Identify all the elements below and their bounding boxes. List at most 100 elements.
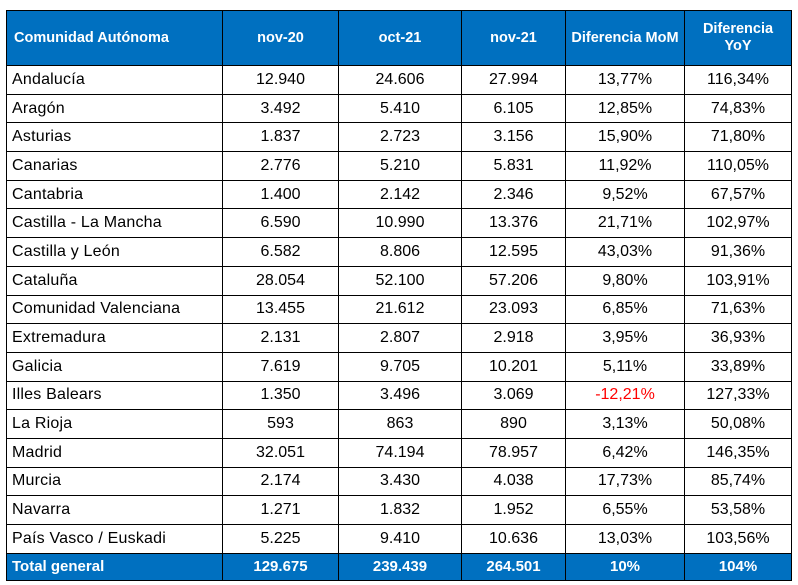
cell-diferencia-yoy: 127,33% [684,380,792,411]
total-nov-21: 264.501 [461,552,566,581]
cell-region: Castilla y León [6,237,223,267]
cell-nov-21: 6.105 [461,93,566,124]
cell-diferencia-mom: 5,11% [565,351,685,382]
cell-nov-21: 1.952 [461,495,566,525]
cell-diferencia-yoy: 36,93% [684,323,792,353]
cell-region: Cantabria [6,179,223,210]
cell-nov-20: 593 [222,409,339,439]
cell-diferencia-yoy: 103,91% [684,265,792,296]
cell-region: Illes Balears [6,380,223,411]
table-row: Madrid 32.051 74.194 78.957 6,42% 146,35% [6,437,792,468]
cell-nov-21: 2.346 [461,179,566,210]
table-row: Castilla y León 6.582 8.806 12.595 43,03% 91,… [6,237,792,267]
cell-oct-21: 2.142 [338,179,462,210]
cell-region: Andalucía [6,65,223,95]
total-diferencia-yoy: 104% [684,552,792,581]
table-row: Cantabria 1.400 2.142 2.346 9,52% 67,57% [6,179,792,210]
cell-diferencia-mom: 9,52% [565,179,685,210]
cell-region: Madrid [6,437,223,468]
total-row: Total general 129.675 239.439 264.501 10… [6,552,792,581]
cell-diferencia-mom: 3,13% [565,409,685,439]
cell-diferencia-yoy: 33,89% [684,351,792,382]
cell-diferencia-mom: 13,03% [565,524,685,554]
cell-region: Aragón [6,93,223,124]
cell-oct-21: 24.606 [338,65,462,95]
table-row: Aragón 3.492 5.410 6.105 12,85% 74,83% [6,93,792,124]
cell-diferencia-mom: 13,77% [565,65,685,95]
cell-oct-21: 8.806 [338,237,462,267]
cell-nov-20: 1.350 [222,380,339,411]
cell-nov-21: 5.831 [461,151,566,181]
cell-diferencia-yoy: 74,83% [684,93,792,124]
cell-diferencia-mom: 6,55% [565,495,685,525]
cell-oct-21: 3.430 [338,466,462,497]
cell-diferencia-yoy: 53,58% [684,495,792,525]
cell-oct-21: 863 [338,409,462,439]
cell-diferencia-yoy: 85,74% [684,466,792,497]
cell-diferencia-yoy: 91,36% [684,237,792,267]
cell-nov-20: 2.131 [222,323,339,353]
cell-diferencia-yoy: 71,80% [684,122,792,153]
table-row: Navarra 1.271 1.832 1.952 6,55% 53,58% [6,495,792,525]
header-nov-20: nov-20 [222,10,339,66]
table-row: Comunidad Valenciana 13.455 21.612 23.093 6,… [6,294,792,325]
cell-nov-21: 2.918 [461,323,566,353]
cell-oct-21: 2.723 [338,122,462,153]
cell-diferencia-mom: 15,90% [565,122,685,153]
cell-nov-21: 890 [461,409,566,439]
table-row: Illes Balears 1.350 3.496 3.069 -12,21% 127,3… [6,380,792,411]
cell-nov-21: 4.038 [461,466,566,497]
cell-nov-21: 57.206 [461,265,566,296]
cell-diferencia-yoy: 103,56% [684,524,792,554]
cell-oct-21: 9.705 [338,351,462,382]
cell-diferencia-yoy: 71,63% [684,294,792,325]
cell-nov-20: 12.940 [222,65,339,95]
cell-diferencia-mom: -12,21% [565,380,685,411]
cell-diferencia-mom: 17,73% [565,466,685,497]
cell-nov-20: 6.590 [222,208,339,239]
cell-oct-21: 74.194 [338,437,462,468]
cell-nov-20: 6.582 [222,237,339,267]
cell-nov-20: 32.051 [222,437,339,468]
cell-nov-20: 1.400 [222,179,339,210]
cell-diferencia-yoy: 116,34% [684,65,792,95]
cell-nov-21: 27.994 [461,65,566,95]
cell-region: Navarra [6,495,223,525]
cell-diferencia-mom: 9,80% [565,265,685,296]
cell-nov-21: 78.957 [461,437,566,468]
cell-nov-20: 7.619 [222,351,339,382]
table-body: Andalucía 12.940 24.606 27.994 13,77% 116,34%… [6,65,792,554]
cell-region: Galicia [6,351,223,382]
cell-diferencia-mom: 3,95% [565,323,685,353]
cell-diferencia-mom: 6,85% [565,294,685,325]
cell-diferencia-mom: 21,71% [565,208,685,239]
cell-nov-21: 10.201 [461,351,566,382]
table-row: La Rioja 593 863 890 3,13% 50,08% [6,409,792,439]
header-nov-21: nov-21 [461,10,566,66]
total-label: Total general [6,552,223,581]
cell-diferencia-mom: 6,42% [565,437,685,468]
total-diferencia-mom: 10% [565,552,685,581]
cell-diferencia-yoy: 146,35% [684,437,792,468]
cell-oct-21: 2.807 [338,323,462,353]
cell-nov-21: 10.636 [461,524,566,554]
cell-oct-21: 21.612 [338,294,462,325]
cell-nov-21: 3.156 [461,122,566,153]
table-row: País Vasco / Euskadi 5.225 9.410 10.636 13,0… [6,524,792,554]
cell-nov-21: 3.069 [461,380,566,411]
cell-region: Canarias [6,151,223,181]
cell-oct-21: 1.832 [338,495,462,525]
data-table: Comunidad Autónoma nov-20 oct-21 nov-21 … [6,10,792,581]
total-nov-20: 129.675 [222,552,339,581]
header-row: Comunidad Autónoma nov-20 oct-21 nov-21 … [6,10,792,66]
cell-nov-20: 2.776 [222,151,339,181]
cell-oct-21: 5.410 [338,93,462,124]
cell-nov-21: 13.376 [461,208,566,239]
cell-nov-21: 23.093 [461,294,566,325]
table-row: Extremadura 2.131 2.807 2.918 3,95% 36,93% [6,323,792,353]
cell-diferencia-yoy: 110,05% [684,151,792,181]
cell-oct-21: 5.210 [338,151,462,181]
cell-diferencia-yoy: 67,57% [684,179,792,210]
cell-oct-21: 9.410 [338,524,462,554]
cell-region: Murcia [6,466,223,497]
